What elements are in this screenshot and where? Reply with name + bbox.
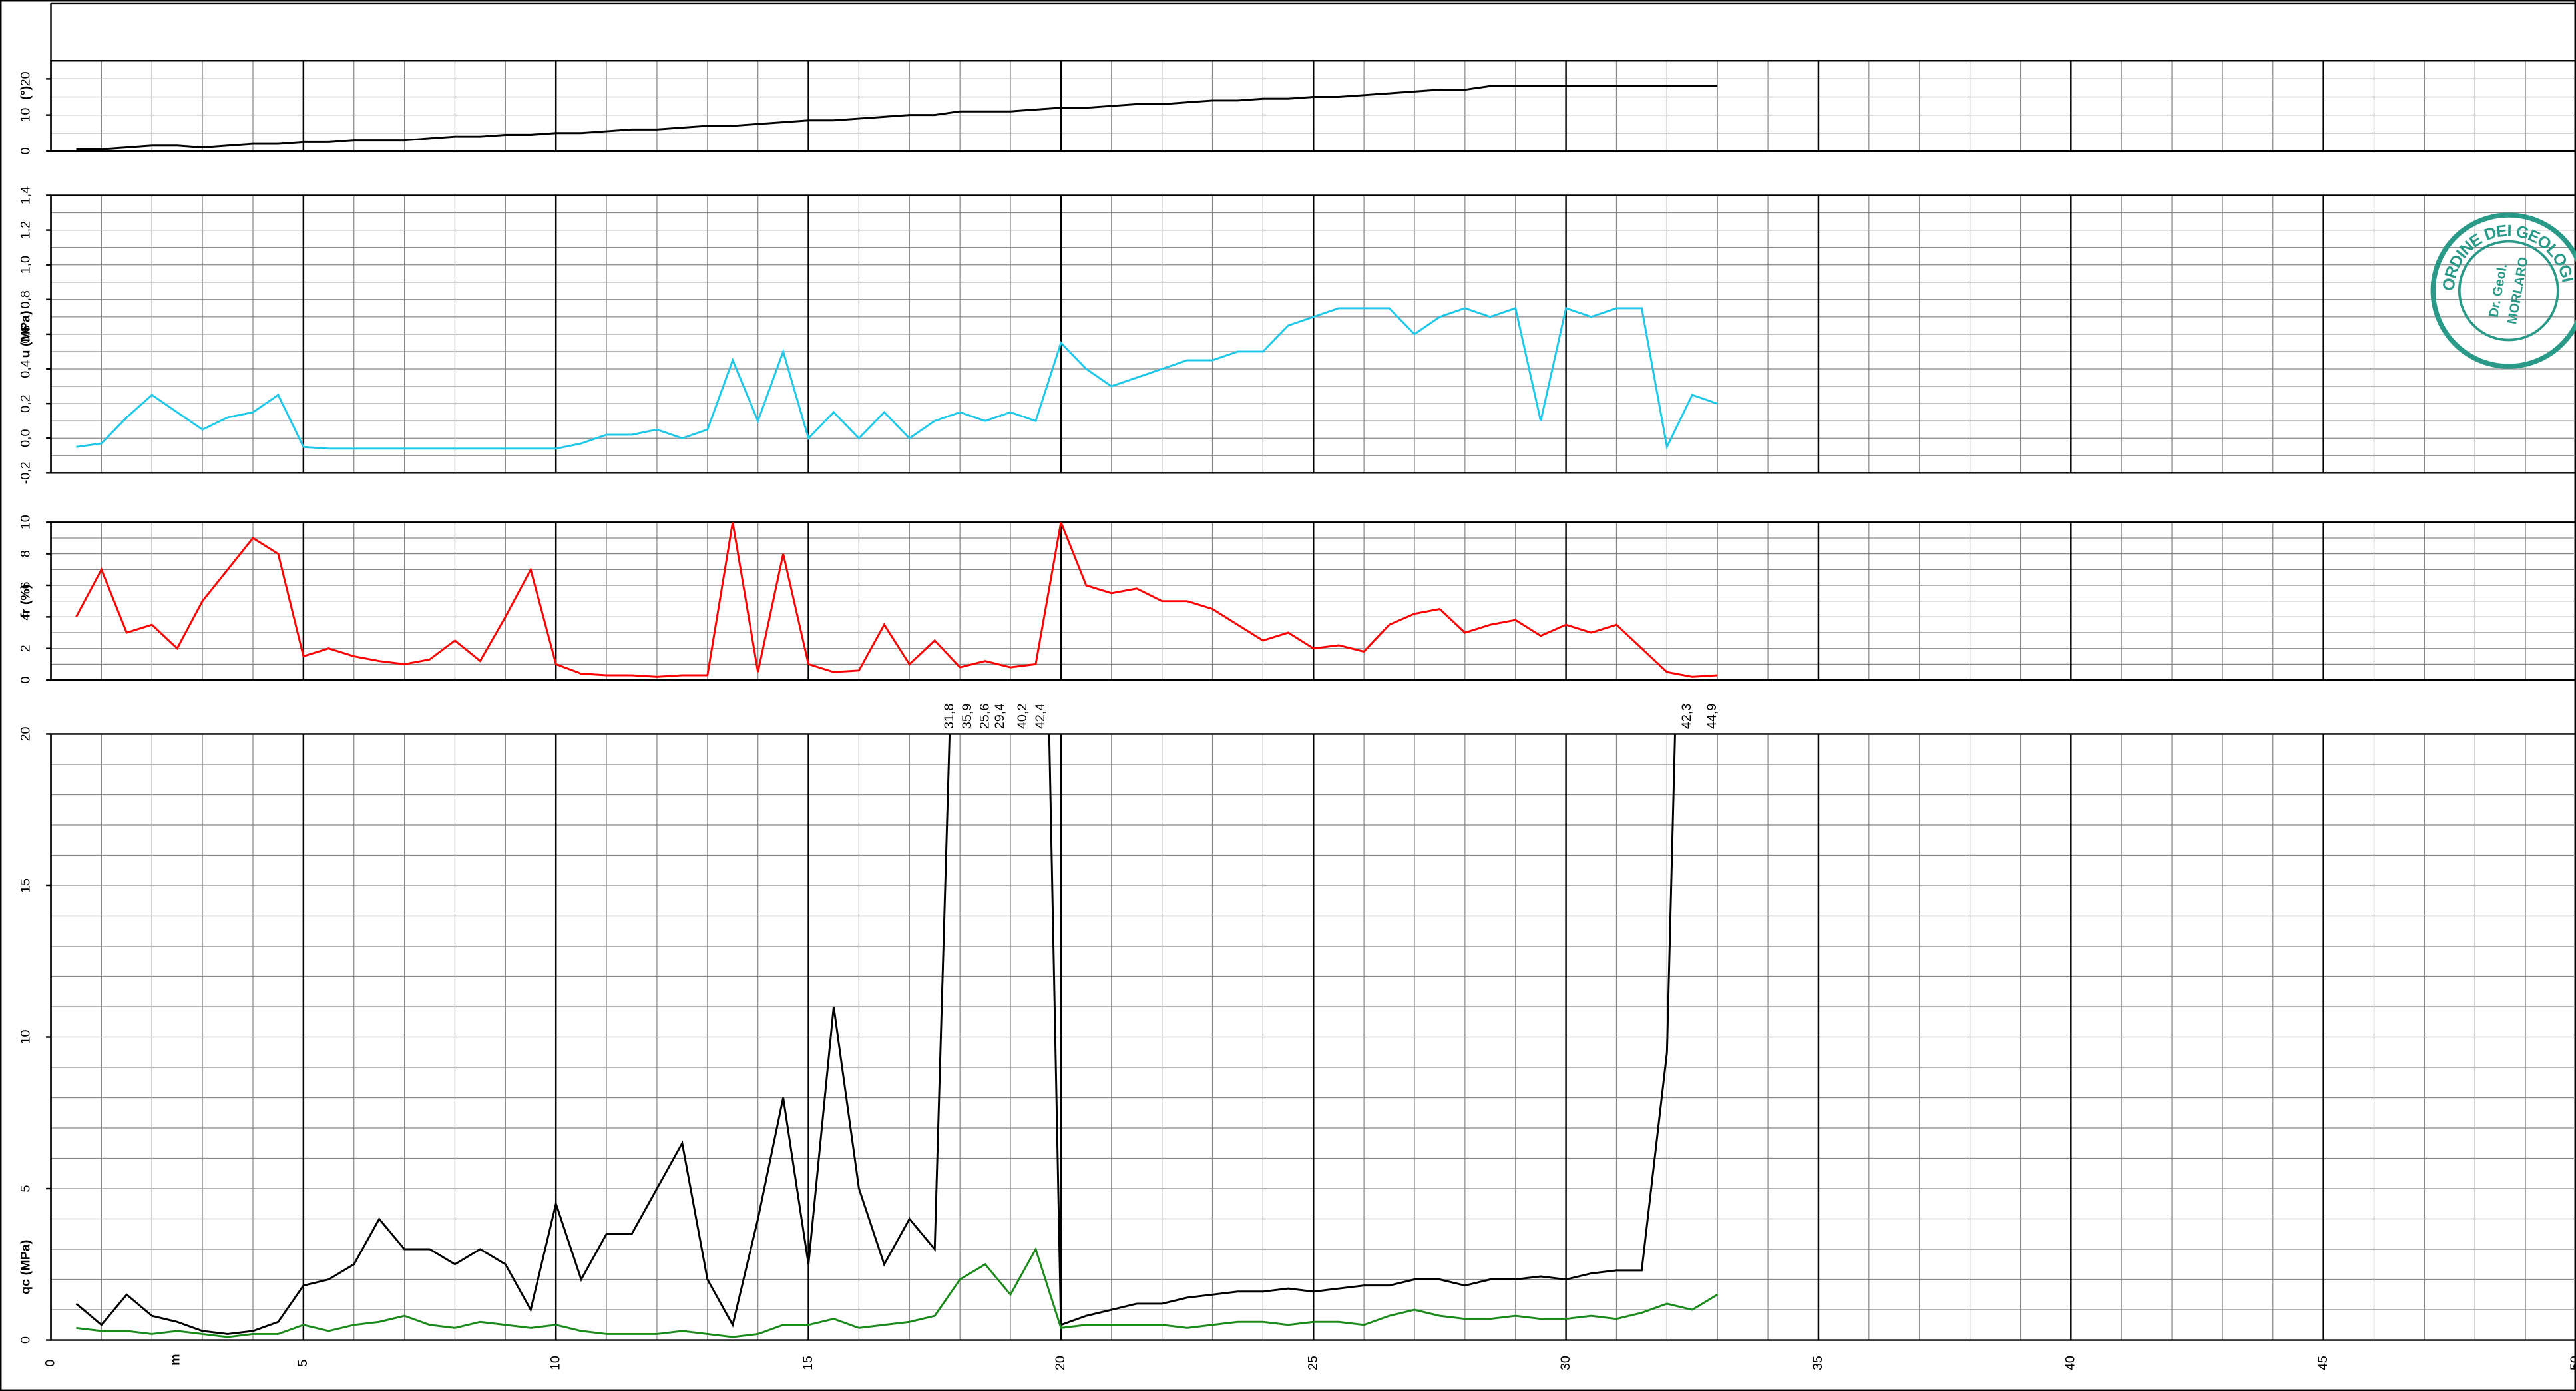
y-tick-label: 0,2 [19, 394, 33, 412]
data-line [75, 734, 1676, 1335]
y-tick-label: 0,6 [19, 325, 33, 343]
y-tick-label: 0,8 [19, 290, 33, 308]
plot-frame [50, 194, 2576, 474]
panel: 0 5 10 15 20 qc (MPa) 31,8 35,9 25,6 29,4 40,2 42,4… [19, 704, 2576, 1370]
y-axis-title: fr (%) [19, 584, 33, 617]
y-tick-label: 0,4 [19, 360, 33, 378]
x-tick-label: 45 [2316, 1356, 2330, 1370]
data-line [76, 306, 1718, 450]
y-tick-label: 15 [19, 878, 33, 893]
plot-frame [50, 60, 2576, 152]
x-tick-label: 0 [43, 1360, 58, 1367]
panel: -0,2 0,0 0,2 0,4 0,6 0,8 1,0 1,2 1,4 u (MPa) [19, 186, 2576, 484]
panel: 0 2 4 6 8 10 fr (%) [19, 515, 2576, 684]
annotation: 31,8 [942, 704, 957, 729]
x-tick-label: 50 [2568, 1356, 2576, 1370]
annotation: 29,4 [992, 704, 1007, 729]
y-tick-label: 1,0 [19, 256, 33, 274]
annotation: 40,2 [1015, 704, 1030, 729]
annotation: 42,3 [1679, 704, 1694, 729]
y-tick-label: 0 [19, 677, 33, 684]
y-tick-label: 1,2 [19, 221, 33, 239]
x-tick-label: 5 [296, 1360, 310, 1367]
y-tick-label: 1,4 [19, 186, 33, 204]
annotation: 25,6 [977, 704, 992, 729]
y-tick-label: 2 [19, 645, 33, 652]
stamp-inner [2458, 240, 2559, 342]
stamp: ORDINE DEI GEOLOGI Dr. Geol. MORLARO [2430, 212, 2576, 369]
y-tick-label: 10 [19, 108, 33, 123]
data-line [76, 1247, 1718, 1338]
y-axis-title: qc (MPa) [19, 1240, 33, 1294]
y-tick-label: 0,0 [19, 429, 33, 447]
y-tick-label: 10 [19, 1030, 33, 1045]
y-axis-title: (°) [19, 86, 33, 100]
panel: 0 10 20(°) [19, 60, 2576, 154]
y-tick-label: 6 [19, 581, 33, 589]
y-tick-label: 0 [19, 147, 33, 154]
y-tick-label: 20 [19, 726, 33, 741]
y-tick-label: 0 [19, 1336, 33, 1344]
y-tick-label: 5 [19, 1185, 33, 1193]
x-tick-label: 35 [1811, 1356, 1825, 1370]
x-tick-label: 30 [1558, 1356, 1573, 1370]
annotation: 42,4 [1033, 704, 1048, 729]
data-line [75, 522, 1718, 678]
data-line [76, 85, 1718, 150]
y-axis-title: u (MPa) [19, 310, 33, 358]
y-tick-label: -0,2 [19, 461, 33, 484]
plot-frame [50, 733, 2576, 1341]
y-tick-label: 20 [19, 71, 33, 86]
annotation: 44,9 [1705, 704, 1719, 729]
x-tick-label: 25 [1305, 1356, 1320, 1370]
annotation: 35,9 [960, 704, 974, 729]
x-tick-label: 40 [2063, 1356, 2078, 1370]
plot-frame [50, 521, 2576, 681]
x-axis-title: m [168, 1354, 182, 1366]
y-tick-label: 4 [19, 613, 33, 621]
x-tick-label: 15 [801, 1356, 815, 1370]
stamp-ring [2430, 212, 2576, 369]
x-tick-label: 20 [1053, 1356, 1068, 1370]
y-tick-label: 8 [19, 550, 33, 557]
x-tick-label: 10 [548, 1356, 562, 1370]
y-tick-label: 10 [19, 515, 33, 529]
